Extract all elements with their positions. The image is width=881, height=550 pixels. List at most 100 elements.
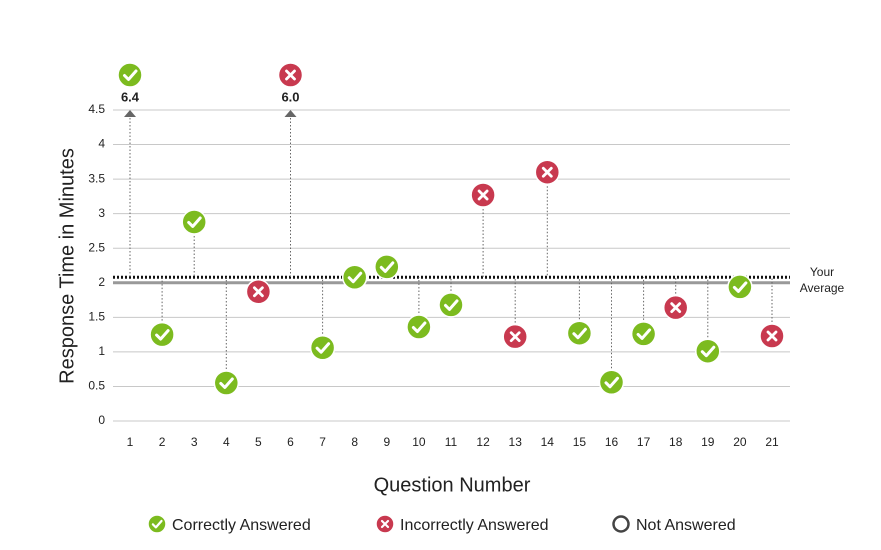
icon-check [444, 299, 459, 311]
icon-circle [309, 334, 336, 361]
overflow-arrow [284, 110, 297, 117]
data-point [245, 279, 272, 305]
y-tick-label: 4 [98, 137, 105, 151]
x-tick-label: 20 [733, 435, 747, 449]
x-tick-label: 2 [159, 435, 166, 449]
data-point [438, 292, 464, 318]
icon-cross [541, 166, 553, 178]
legend-label: Not Answered [636, 517, 736, 534]
average-label: Your [810, 265, 834, 279]
data-point [341, 264, 368, 290]
icon-circle [374, 254, 400, 280]
icon-circle [695, 338, 721, 364]
icon-check [219, 377, 234, 389]
data-point [566, 320, 593, 346]
y-tick-label: 1.5 [88, 310, 105, 324]
data-point [630, 321, 657, 347]
icon-circle [213, 370, 240, 396]
icon-circle [341, 264, 368, 290]
icon-check [347, 271, 363, 284]
data-point [277, 62, 304, 88]
icon-circle [149, 321, 175, 348]
x-tick-label: 16 [605, 435, 619, 449]
x-axis-label: Question Number [374, 474, 531, 496]
data-point [406, 314, 432, 340]
data-point [149, 321, 175, 348]
data-point [181, 209, 207, 235]
icon-check [732, 281, 748, 293]
data-point [470, 182, 496, 208]
x-tick-label: 18 [669, 435, 683, 449]
x-tick-label: 9 [383, 435, 390, 449]
y-tick-label: 0.5 [88, 379, 105, 393]
icon-check [411, 321, 427, 334]
legend-item: Correctly Answered [147, 514, 311, 534]
x-tick-label: 8 [351, 435, 358, 449]
x-tick-label: 19 [701, 435, 715, 449]
icon-check [572, 327, 587, 340]
icon-circle [598, 369, 625, 396]
data-point [309, 334, 336, 361]
icon-check [315, 342, 331, 354]
icon-check [700, 345, 716, 358]
icon-circle [117, 62, 143, 88]
icon-cross [253, 286, 264, 298]
data-point [534, 159, 561, 185]
x-tick-label: 14 [541, 435, 555, 449]
data-point [502, 323, 528, 350]
x-tick-label: 1 [127, 435, 134, 449]
y-tick-label: 2.5 [88, 240, 105, 254]
y-tick-label: 1 [98, 344, 105, 358]
y-tick-label: 4.5 [88, 102, 105, 116]
icon-cross [670, 302, 682, 314]
x-tick-label: 4 [223, 435, 230, 449]
overflow-arrow [124, 110, 136, 117]
legend-item: Not Answered [612, 515, 736, 534]
icon-check [187, 216, 202, 228]
x-tick-label: 15 [573, 435, 587, 449]
icon-circle [438, 292, 464, 318]
icon-circle [406, 314, 432, 340]
icon-cross [477, 189, 489, 201]
icon-circle [147, 514, 167, 534]
data-point [213, 370, 240, 396]
icon-circle [181, 209, 207, 235]
data-point [598, 369, 625, 396]
icon-circle [727, 274, 753, 300]
icon-ring [612, 515, 630, 533]
x-tick-label: 10 [412, 435, 426, 449]
icon-check [123, 69, 138, 81]
data-point [727, 274, 753, 300]
legend-item: Incorrectly Answered [375, 514, 549, 534]
icon-circle [566, 320, 593, 346]
x-tick-label: 7 [319, 435, 326, 449]
x-tick-label: 21 [765, 435, 779, 449]
x-tick-label: 5 [255, 435, 262, 449]
value-label: 6.4 [121, 89, 140, 104]
data-point [695, 338, 721, 364]
data-point [117, 62, 143, 88]
icon-cross [766, 330, 778, 342]
icon-check [155, 329, 170, 341]
x-tick-label: 13 [509, 435, 523, 449]
data-point [374, 254, 400, 280]
icon-check [604, 376, 619, 389]
x-tick-label: 3 [191, 435, 198, 449]
y-tick-label: 3.5 [88, 171, 105, 185]
legend-label: Incorrectly Answered [400, 517, 549, 534]
y-tick-label: 2 [98, 275, 105, 289]
y-tick-label: 0 [98, 413, 105, 427]
data-point [759, 323, 785, 349]
value-label: 6.0 [281, 89, 299, 104]
x-tick-label: 6 [287, 435, 294, 449]
average-label: Average [800, 281, 845, 295]
icon-check [636, 328, 652, 340]
icon-circle [630, 321, 657, 347]
icon-check [151, 519, 163, 529]
x-tick-label: 17 [637, 435, 651, 449]
icon-cross [285, 69, 296, 81]
icon-cross [380, 519, 390, 529]
y-tick-label: 3 [98, 206, 105, 220]
x-tick-label: 12 [476, 435, 490, 449]
